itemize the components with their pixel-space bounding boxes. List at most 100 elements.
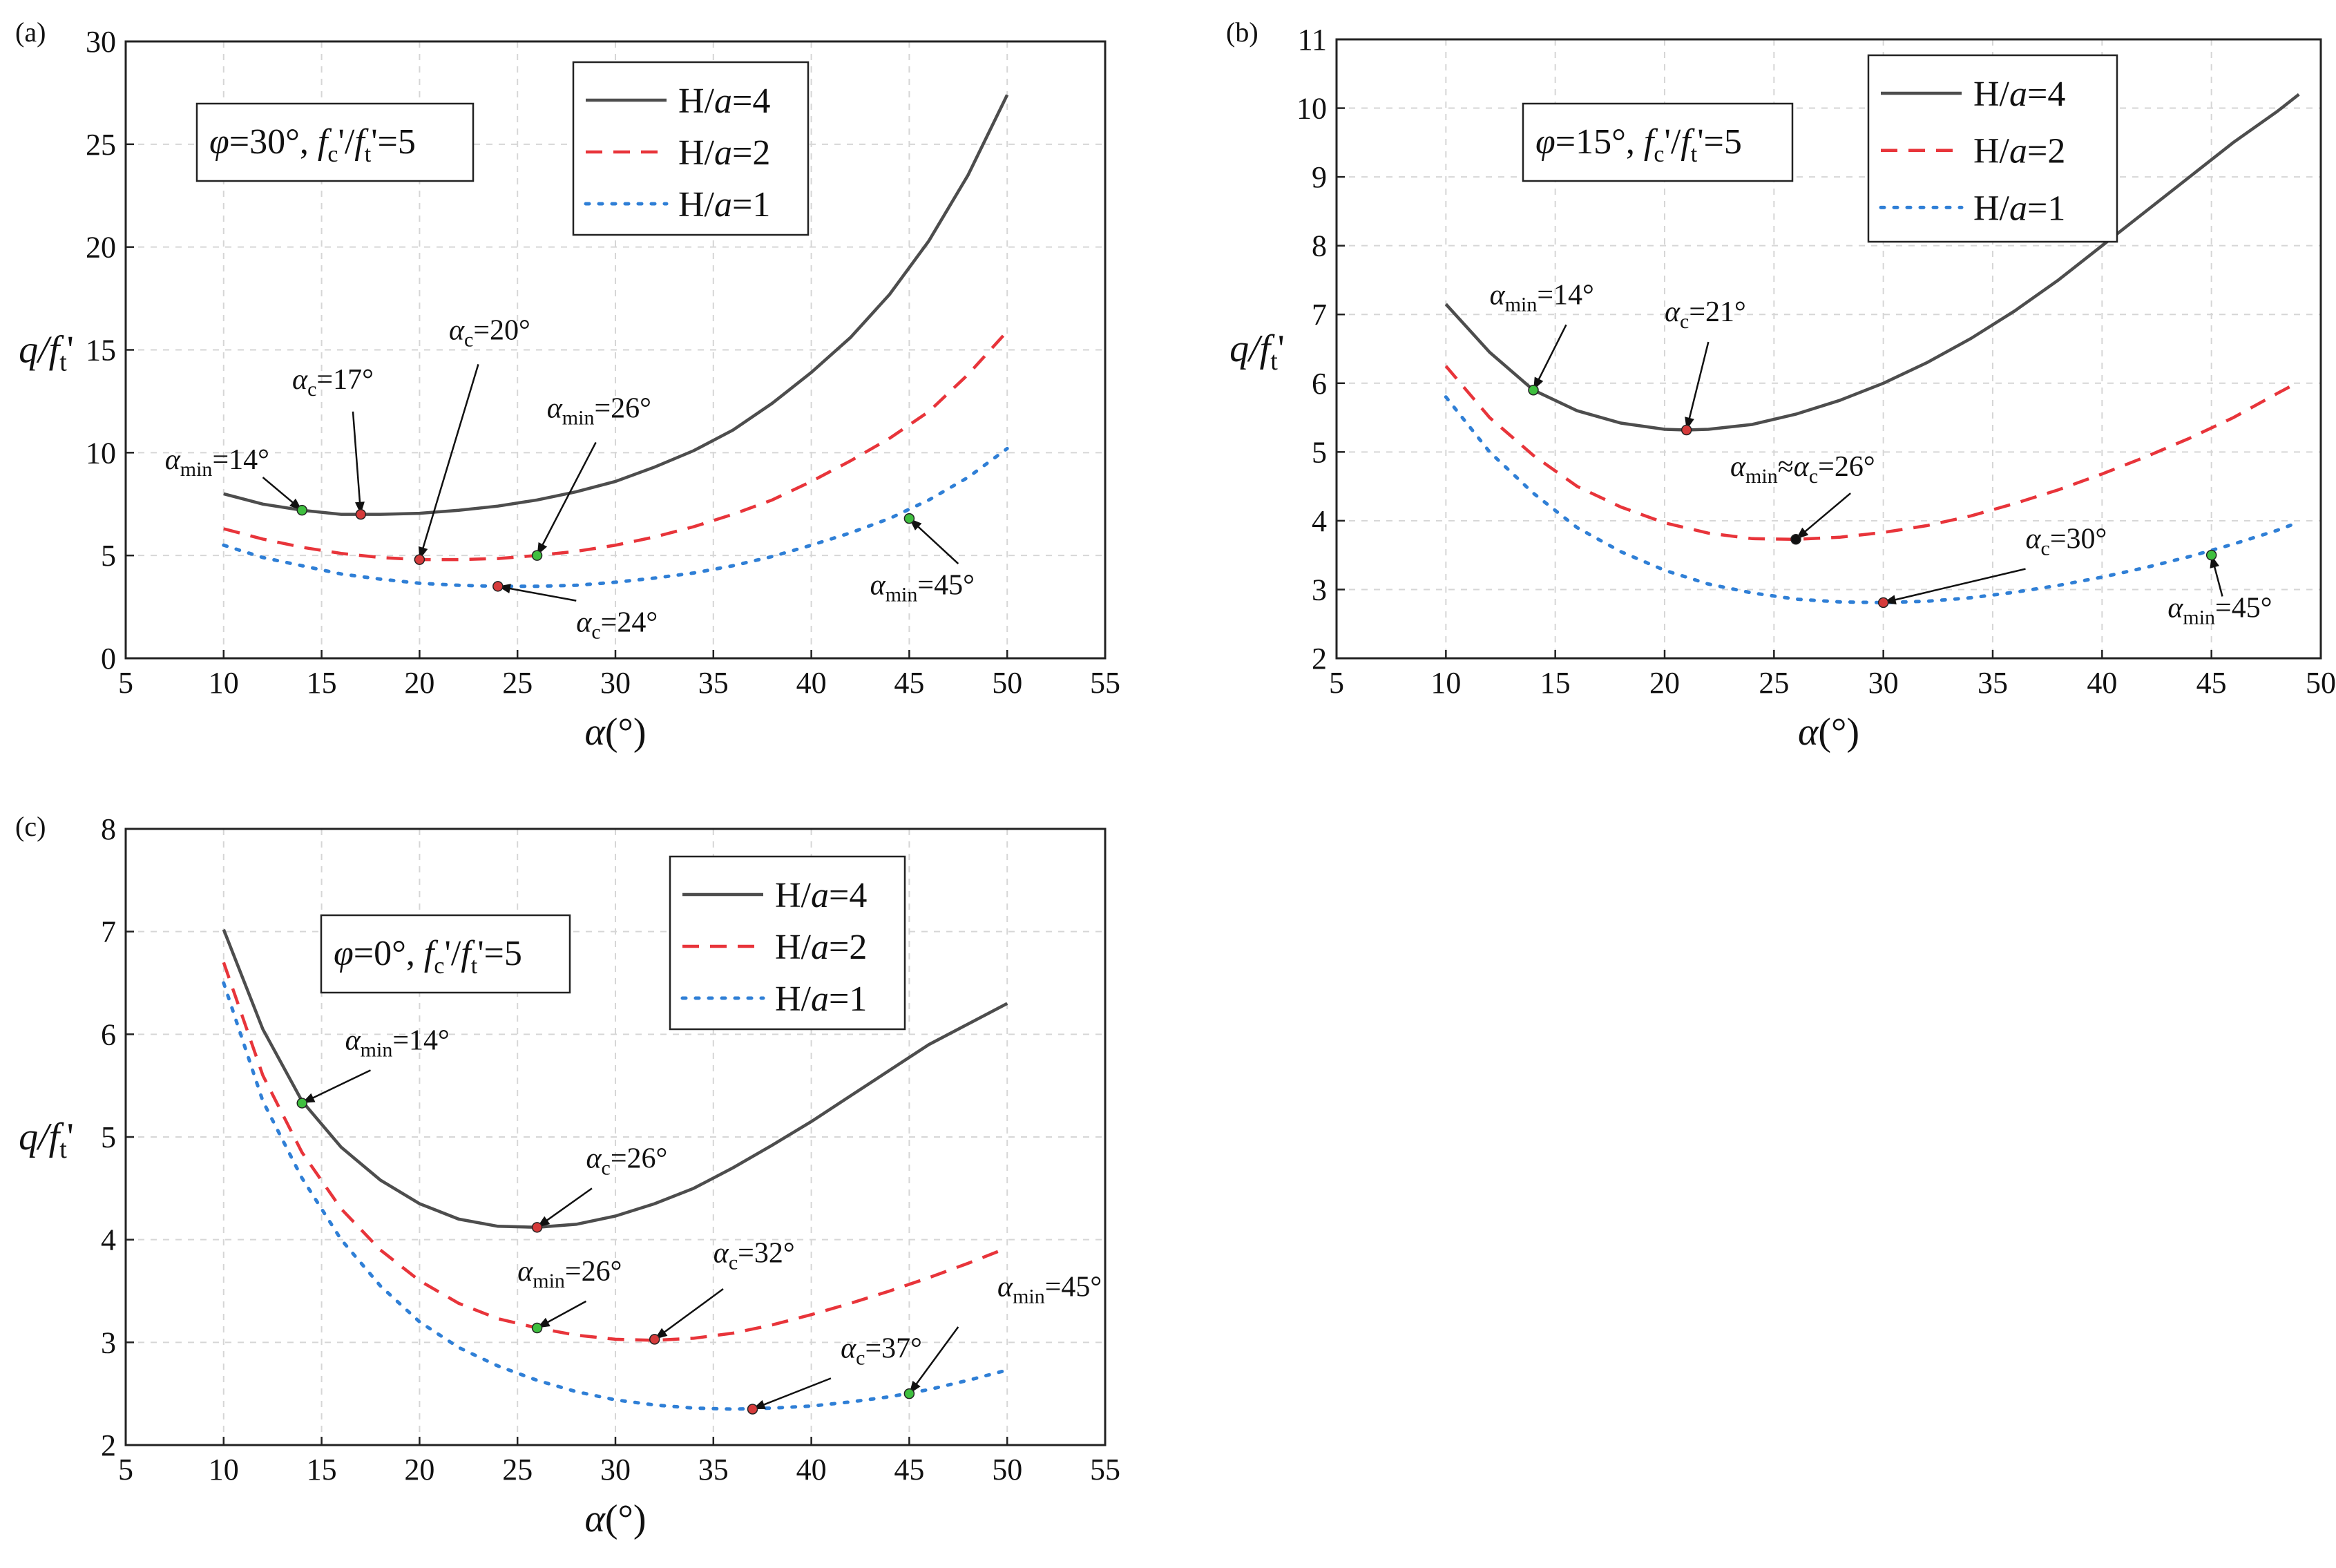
series-line-h-a-1 [1444,395,2301,604]
annotation-label: αmin=45° [2167,592,2272,629]
y-tick-label: 5 [101,1120,116,1154]
series-line-h-a-4 [223,94,1009,516]
x-tick-label: 50 [992,666,1022,700]
annotation-label: αc=37° [841,1333,922,1370]
alpha-min-marker [296,504,307,516]
x-tick-label: 50 [992,1453,1022,1486]
alpha-min-marker [903,513,915,524]
x-tick-label: 40 [2087,666,2117,700]
alpha-min-marker [2205,549,2217,561]
condition-text: φ=0°, fc'/ft'=5 [334,934,522,979]
y-axis-title: q/ft' [19,329,74,377]
legend-label: H/a=2 [1973,132,2065,171]
series-line-h-a-2 [223,330,1008,562]
annotation-label: αmin=26° [547,393,651,430]
alpha-min-marker [296,1098,307,1109]
y-tick-label: 15 [86,334,116,367]
annotation-arrow [908,1326,959,1395]
x-tick-label: 20 [404,666,434,700]
x-tick-label: 15 [1540,666,1571,700]
x-tick-label: 45 [894,666,924,700]
alpha-c-marker [747,1404,758,1415]
annotation-label: αc=17° [292,364,374,401]
y-tick-label: 6 [101,1017,116,1051]
alpha-c-marker [1877,597,1889,609]
y-axis-title: q/ft' [1229,327,1285,376]
x-tick-label: 15 [307,666,337,700]
condition-box [320,914,571,994]
x-tick-label: 40 [796,1453,827,1486]
annotation-label: αmin=26° [517,1256,622,1292]
legend-label: H/a=4 [1973,75,2065,114]
x-tick-label: 20 [404,1453,434,1486]
y-tick-label: 20 [86,231,116,265]
x-axis-title: α(°) [1798,711,1859,754]
legend-label: H/a=2 [678,133,770,173]
x-tick-label: 50 [2306,666,2336,700]
annotation-label: αc=24° [576,606,658,643]
legend-label: H/a=4 [678,82,770,121]
annotation-arrow [752,1377,832,1411]
alpha-c-marker [531,1222,543,1233]
series-line-h-a-2 [222,962,1008,1342]
x-tick-label: 30 [600,666,631,700]
alpha-c-marker [649,1334,660,1345]
panel-c: 5 10 15 20 25 30 35 40 45 50 552345678α(°)q/ft'(c)… [15,811,1120,1540]
y-tick-label: 3 [101,1326,116,1359]
plot-frame [1335,38,2322,660]
alpha-min-marker [531,550,543,561]
y-tick-label: 5 [101,539,116,573]
x-tick-label: 20 [1649,666,1680,700]
condition-text: φ=15°, fc'/ft'=5 [1535,122,1742,167]
panel-label: (b) [1226,17,1258,48]
y-tick-label: 2 [101,1428,116,1462]
y-tick-label: 10 [1296,92,1327,126]
y-axis-title: q/ft' [19,1116,74,1164]
panel-a: 5 10 15 20 25 30 35 40 45 50 55051015202530α(°)q/f… [15,17,1120,754]
annotation-label: αmin=45° [870,570,975,606]
series-line-h-a-2 [1444,365,2300,542]
annotation-arrow [301,1069,372,1105]
legend-label: H/a=1 [775,979,867,1019]
condition-text: φ=30°, fc'/ft'=5 [209,122,416,167]
alpha-min-marker [1528,384,1539,396]
annotation-label: αmin≈αc=26° [1730,451,1875,488]
annotation-label: αc=30° [2026,524,2107,560]
y-tick-label: 3 [1312,573,1327,606]
y-tick-label: 30 [86,25,116,59]
x-tick-label: 25 [1759,666,1789,700]
annotation-label: αmin=45° [997,1271,1102,1308]
x-tick-label: 45 [894,1453,924,1486]
legend-box [572,61,810,236]
y-tick-label: 4 [101,1223,116,1257]
x-tick-label: 45 [2196,666,2227,700]
y-tick-label: 10 [86,436,116,470]
annotation-label: αc=32° [714,1237,795,1274]
panel-label: (c) [15,811,46,842]
x-tick-label: 55 [1090,1453,1120,1486]
annotation-label: αmin=14° [165,444,269,481]
annotation-label: αc=26° [586,1143,667,1180]
annotation-arrow [352,411,362,515]
legend-label: H/a=4 [775,876,867,915]
alpha-c-marker [492,581,504,592]
legend-label: H/a=1 [1973,189,2065,228]
annotation-arrow [419,363,479,560]
y-tick-label: 7 [1312,298,1327,332]
x-tick-label: 30 [1868,666,1899,700]
series-line-h-a-1 [222,981,1009,1411]
y-tick-label: 4 [1312,504,1327,538]
x-axis-title: α(°) [584,711,646,754]
annotation-label: αc=20° [449,315,530,352]
x-tick-label: 25 [502,1453,533,1486]
x-tick-label: 30 [600,1453,631,1486]
x-tick-label: 10 [1430,666,1461,700]
x-tick-label: 15 [307,1453,337,1486]
y-tick-label: 7 [101,915,116,949]
y-tick-label: 5 [1312,435,1327,469]
condition-box [195,102,475,182]
alpha-min-marker [531,1322,543,1334]
x-tick-label: 40 [796,666,827,700]
x-tick-label: 35 [698,666,729,700]
